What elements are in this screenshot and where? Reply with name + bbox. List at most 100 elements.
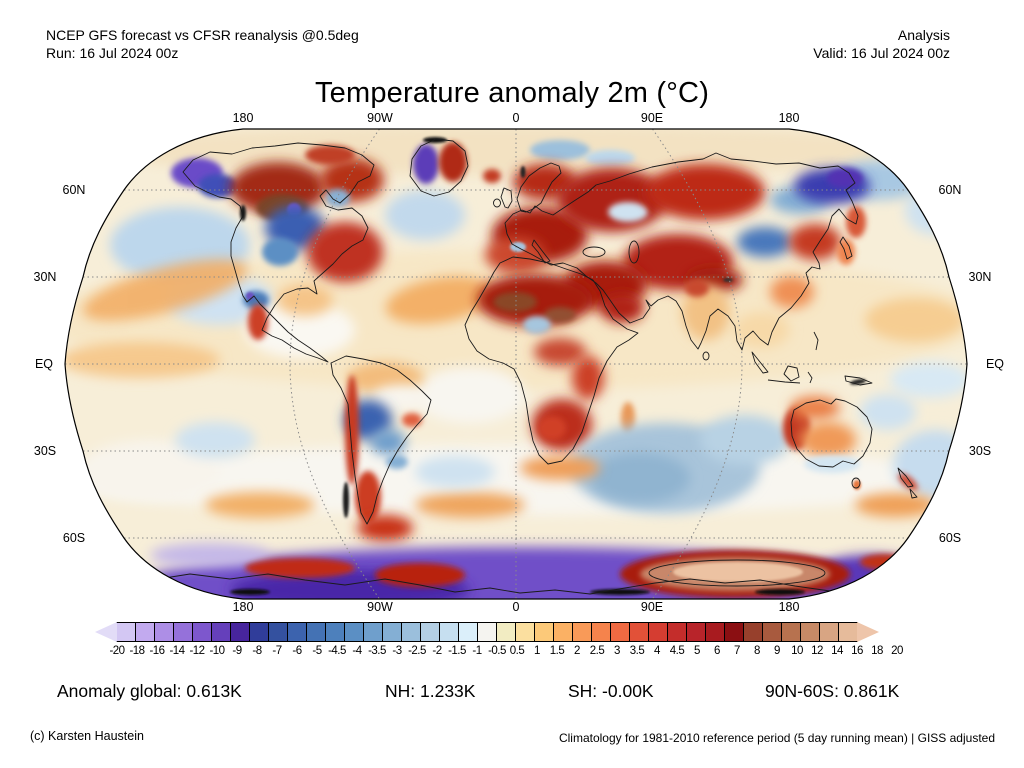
colorbar-segment (781, 622, 801, 642)
colorbar-segment (515, 622, 535, 642)
colorbar-tick: -6 (292, 645, 302, 657)
lat-labels-right-label: EQ (985, 357, 1005, 371)
colorbar-segment (743, 622, 763, 642)
colorbar-segment (211, 622, 231, 642)
climatology-text: Climatology for 1981-2010 reference peri… (558, 731, 995, 745)
colorbar-tick: 1.5 (549, 645, 565, 657)
colorbar-segment (572, 622, 592, 642)
colorbar-tick: -2 (432, 645, 442, 657)
lat-labels-left-label: 60S (62, 531, 86, 545)
graticule (65, 129, 967, 599)
colorbar-tick: -0.5 (488, 645, 506, 657)
colorbar-tick: -1 (472, 645, 482, 657)
colorbar-tick: -9 (232, 645, 242, 657)
colorbar-tick: -10 (209, 645, 225, 657)
colorbar-tick: 9 (774, 645, 780, 657)
colorbar-tick: 6 (714, 645, 720, 657)
colorbar-segment (135, 622, 155, 642)
lon-labels-bottom-label: 0 (512, 600, 520, 614)
colorbar-segment (648, 622, 668, 642)
colorbar-tick: 3.5 (629, 645, 645, 657)
colorbar-arrow-left (95, 622, 117, 642)
colorbar-segment (173, 622, 193, 642)
colorbar-tick: 5 (694, 645, 700, 657)
colorbar-tick: -2.5 (408, 645, 426, 657)
lat-labels-left-label: 60N (62, 183, 86, 197)
stat-sh: SH: -0.00K (568, 681, 654, 701)
lon-labels-top-label: 0 (512, 111, 520, 125)
colorbar-tick: 20 (891, 645, 903, 657)
colorbar-tick: -4.5 (328, 645, 346, 657)
colorbar-segment (382, 622, 402, 642)
lat-labels-right-label: 30S (968, 444, 992, 458)
colorbar-tick: 18 (871, 645, 883, 657)
lon-labels-top-label: 180 (232, 111, 254, 125)
colorbar-tick: -8 (252, 645, 262, 657)
colorbar-tick: 7 (734, 645, 740, 657)
lat-labels-left-label: 30S (33, 444, 57, 458)
header-left: NCEP GFS forecast vs CFSR reanalysis @0.… (46, 26, 359, 62)
colorbar-segment (154, 622, 174, 642)
lat-labels-left-label: EQ (34, 357, 54, 371)
colorbar-segment (344, 622, 364, 642)
colorbar-segment (230, 622, 250, 642)
colorbar-tick: -5 (312, 645, 322, 657)
colorbar-segment (306, 622, 326, 642)
lon-labels-top-label: 90W (367, 111, 393, 125)
colorbar-segment (800, 622, 820, 642)
colorbar-tick: -3.5 (368, 645, 386, 657)
mode-label: Analysis (897, 27, 950, 43)
lat-labels-left-label: 30N (33, 270, 57, 284)
colorbar-tick: -4 (352, 645, 362, 657)
run-time: Run: 16 Jul 2024 00z (46, 45, 179, 61)
lon-labels-top-label: 90E (640, 111, 664, 125)
colorbar-segment (249, 622, 269, 642)
colorbar-segment (591, 622, 611, 642)
colorbar-segment (553, 622, 573, 642)
colorbar-segment (401, 622, 421, 642)
colorbar-tick: -12 (189, 645, 205, 657)
colorbar-segment (420, 622, 440, 642)
colorbar-segment (116, 622, 136, 642)
page-title: Temperature anomaly 2m (°C) (314, 77, 710, 109)
map-frame (64, 128, 968, 600)
product-name: NCEP GFS forecast vs CFSR reanalysis @0.… (46, 27, 359, 43)
colorbar (95, 622, 879, 642)
colorbar-segment (268, 622, 288, 642)
anomaly-field (65, 129, 967, 599)
lon-labels-bottom-label: 180 (778, 600, 800, 614)
colorbar-segment (838, 622, 858, 642)
colorbar-tick: 2.5 (589, 645, 605, 657)
colorbar-segment (610, 622, 630, 642)
colorbar-segment (439, 622, 459, 642)
colorbar-segment (325, 622, 345, 642)
colorbar-ticks: -20 -18 -16 -14 -12 -10 -9 -8 -7 -6 -5 -4.5 -4 -3.5 -3… (95, 645, 935, 661)
colorbar-tick: -14 (169, 645, 185, 657)
colorbar-segment (762, 622, 782, 642)
colorbar-segment (363, 622, 383, 642)
colorbar-segment (458, 622, 478, 642)
lat-labels-right-label: 60N (938, 183, 962, 197)
stat-band: 90N-60S: 0.861K (765, 681, 900, 701)
colorbar-segment (477, 622, 497, 642)
lon-labels-bottom-label: 90E (640, 600, 664, 614)
colorbar-tick: -20 (109, 645, 125, 657)
colorbar-tick: 3 (614, 645, 620, 657)
colorbar-segment (724, 622, 744, 642)
colorbar-tick: 14 (831, 645, 843, 657)
colorbar-segment (496, 622, 516, 642)
lon-labels-top-label: 180 (778, 111, 800, 125)
colorbar-tick: 1 (534, 645, 540, 657)
colorbar-tick: -7 (272, 645, 282, 657)
lon-labels-bottom-label: 90W (367, 600, 393, 614)
colorbar-segment (819, 622, 839, 642)
coastlines (151, 138, 918, 595)
colorbar-tick: 4 (654, 645, 660, 657)
colorbar-tick: 16 (851, 645, 863, 657)
stat-nh: NH: 1.233K (385, 681, 476, 701)
colorbar-segment (192, 622, 212, 642)
colorbar-tick: 2 (574, 645, 580, 657)
lat-labels-right-label: 30N (968, 270, 992, 284)
valid-time: Valid: 16 Jul 2024 00z (813, 45, 950, 61)
